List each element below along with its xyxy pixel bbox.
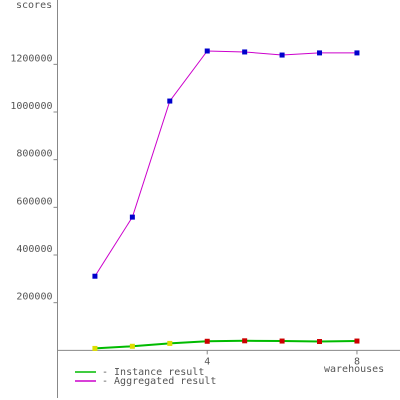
data-point [92, 273, 98, 279]
legend-label: - Instance result [102, 367, 204, 378]
data-point [354, 50, 360, 56]
data-point [92, 345, 98, 351]
data-point [167, 98, 173, 104]
x-tick-label: 4 [204, 356, 210, 367]
x-tick-label: 8 [354, 356, 360, 367]
y-axis-label: scores [16, 0, 52, 11]
series-line [94, 339, 357, 350]
data-point [317, 50, 323, 56]
y-tick-label: 1000000 [10, 101, 52, 112]
data-point [129, 214, 135, 220]
data-point [167, 340, 173, 346]
data-point [317, 339, 323, 345]
data-point [279, 338, 285, 344]
y-tick-label: 600000 [16, 196, 52, 207]
data-point [354, 338, 360, 344]
x-axis-label: warehouses [324, 364, 384, 375]
data-point [204, 48, 210, 54]
data-point [129, 343, 135, 349]
legend-label: - Aggregated result [102, 376, 216, 387]
data-point [204, 338, 210, 344]
data-point [242, 338, 248, 344]
series-line [94, 50, 357, 277]
data-point [242, 49, 248, 55]
y-tick-label: 800000 [16, 149, 52, 160]
data-point [279, 52, 285, 58]
y-tick-label: 400000 [16, 244, 52, 255]
y-tick-label: 200000 [16, 292, 52, 303]
y-tick-label: 1200000 [10, 53, 52, 64]
